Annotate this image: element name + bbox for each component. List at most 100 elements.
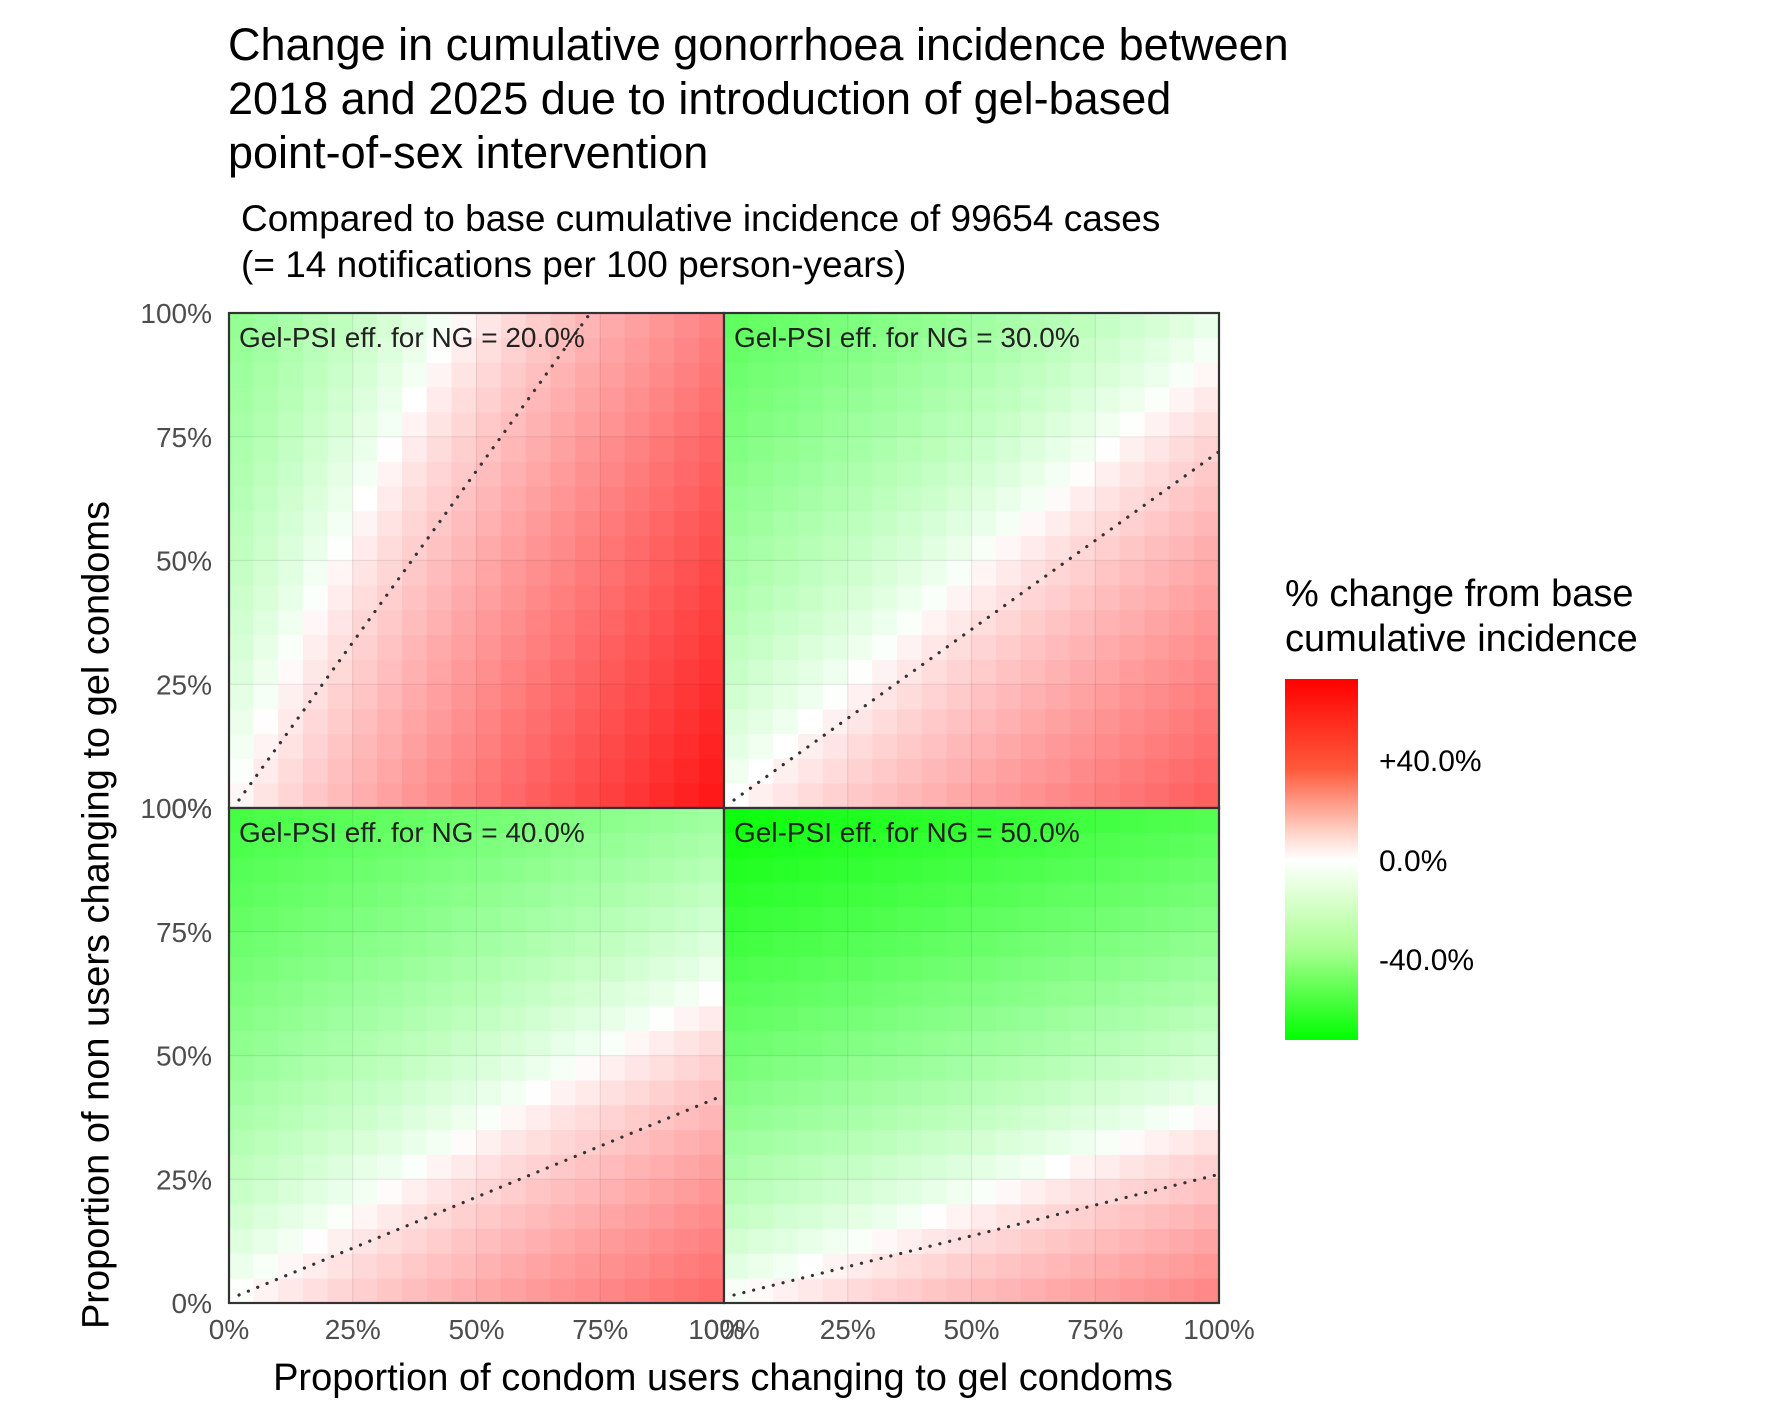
heatmap-cell (971, 560, 997, 586)
y-axis-title: Proportion of non users changing to gel … (75, 500, 118, 1330)
heatmap-cell (327, 708, 354, 735)
heatmap-cell (1119, 1277, 1146, 1304)
heatmap-cell (624, 1129, 651, 1155)
heatmap-cell (748, 1005, 774, 1032)
heatmap-cell (649, 1079, 675, 1106)
heatmap-cell (797, 485, 824, 512)
heatmap-cell (228, 980, 255, 1007)
heatmap-cell (748, 312, 774, 339)
heatmap-cell (773, 683, 799, 710)
heatmap-cell (228, 1104, 255, 1131)
heatmap-cell (847, 1277, 873, 1304)
heatmap-cell (476, 1277, 502, 1304)
heatmap-cell (872, 1253, 898, 1279)
heatmap-cell (748, 1203, 774, 1230)
heatmap-cell (797, 1104, 824, 1131)
heatmap-cell (278, 1178, 304, 1205)
heatmap-cell (995, 832, 1022, 858)
heatmap-cell (550, 461, 576, 487)
heatmap-cell (773, 659, 799, 685)
heatmap-cell (327, 535, 354, 561)
heatmap-cell (624, 1228, 651, 1254)
heatmap-cell (228, 906, 255, 933)
heatmap-cell (401, 1129, 428, 1155)
y-tick-label: 0% (172, 793, 212, 824)
heatmap-cell (1169, 1228, 1195, 1254)
heatmap-cell (797, 535, 824, 561)
heatmap-cell (971, 1154, 997, 1180)
heatmap-cell (228, 1055, 255, 1081)
heatmap-cell (352, 1030, 378, 1056)
heatmap-cell (500, 634, 527, 660)
heatmap-cell (1144, 337, 1170, 363)
heatmap-cell (302, 708, 329, 735)
heatmap-cell (773, 1228, 799, 1254)
heatmap-cell (599, 980, 626, 1007)
heatmap-cell (847, 634, 873, 660)
heatmap-cell (797, 386, 824, 413)
heatmap-cell (847, 485, 873, 512)
heatmap-cell (476, 980, 502, 1007)
heatmap-cell (426, 1030, 453, 1056)
heatmap-cell (525, 659, 552, 685)
heatmap-cell (575, 337, 601, 363)
heatmap-cell (377, 1178, 403, 1205)
heatmap-cell (451, 1154, 477, 1180)
heatmap-cell (525, 510, 552, 537)
heatmap-cell (995, 485, 1022, 512)
heatmap-cell (1144, 931, 1170, 957)
heatmap-cell (352, 758, 378, 784)
heatmap-cell (1169, 733, 1195, 759)
heatmap-cell (1119, 807, 1146, 834)
heatmap-cell (1169, 659, 1195, 685)
heatmap-cell (377, 584, 403, 611)
heatmap-cell (896, 485, 923, 512)
heatmap-cell (1094, 1129, 1121, 1155)
heatmap-cell (550, 1030, 576, 1056)
heatmap-cell (599, 708, 626, 735)
heatmap-cell (426, 1228, 453, 1254)
heatmap-cell (228, 485, 255, 512)
heatmap-cell (302, 411, 329, 438)
heatmap-cell (451, 1104, 477, 1131)
heatmap-cell (1169, 1030, 1195, 1056)
heatmap-cell (1094, 535, 1121, 561)
heatmap-cell (575, 758, 601, 784)
heatmap-cell (1169, 881, 1195, 908)
heatmap-cell (1094, 683, 1121, 710)
heatmap-cell (649, 782, 675, 809)
heatmap-cell (624, 362, 651, 388)
heatmap-cell (377, 931, 403, 957)
heatmap-cell (822, 411, 849, 438)
heatmap-cell (896, 411, 923, 438)
heatmap-cell (698, 535, 725, 561)
heatmap-cell (797, 733, 824, 759)
heatmap-cell (674, 1030, 700, 1056)
heatmap-cell (698, 1079, 725, 1106)
heatmap-cell (500, 956, 527, 982)
heatmap-cell (550, 931, 576, 957)
heatmap-cell (995, 584, 1022, 611)
heatmap-cell (971, 1178, 997, 1205)
heatmap-cell (1070, 857, 1096, 883)
heatmap-cell (1020, 758, 1047, 784)
heatmap-cell (674, 386, 700, 413)
heatmap-cell (674, 733, 700, 759)
heatmap-cell (723, 683, 750, 710)
heatmap-cell (1020, 634, 1047, 660)
heatmap-cell (872, 758, 898, 784)
heatmap-cell (773, 312, 799, 339)
heatmap-cell (773, 931, 799, 957)
heatmap-cell (575, 881, 601, 908)
heatmap-cell (748, 1253, 774, 1279)
heatmap-cell (797, 980, 824, 1007)
heatmap-cell (921, 1055, 948, 1081)
heatmap-cell (822, 1005, 849, 1032)
heatmap-cell (327, 312, 354, 339)
heatmap-cell (302, 337, 329, 363)
heatmap-cell (723, 485, 750, 512)
heatmap-cell (971, 931, 997, 957)
heatmap-cell (1193, 881, 1220, 908)
heatmap-cell (228, 337, 255, 363)
heatmap-cell (525, 634, 552, 660)
